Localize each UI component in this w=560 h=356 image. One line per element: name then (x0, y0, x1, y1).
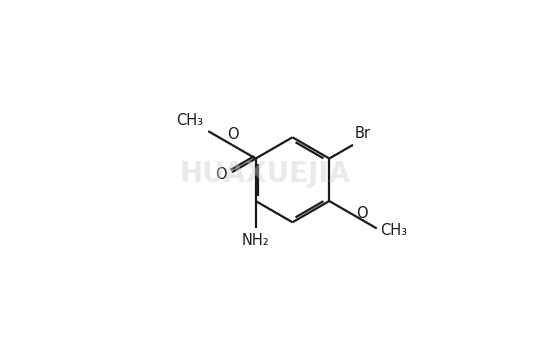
Text: O: O (356, 206, 368, 221)
Text: CH₃: CH₃ (176, 113, 203, 128)
Text: HUAXUEJIA: HUAXUEJIA (180, 160, 351, 188)
Text: O: O (227, 126, 239, 142)
Text: O: O (216, 167, 227, 182)
Text: CH₃: CH₃ (380, 223, 407, 238)
Text: Br: Br (354, 126, 370, 141)
Text: NH₂: NH₂ (242, 232, 269, 247)
